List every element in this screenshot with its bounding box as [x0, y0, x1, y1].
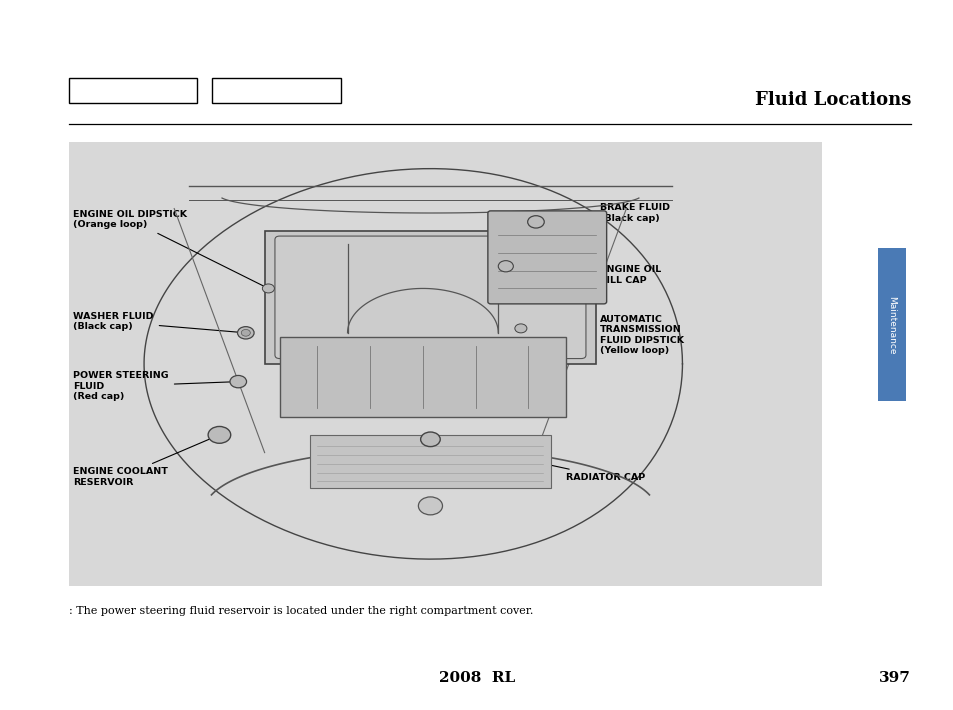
FancyBboxPatch shape	[274, 236, 585, 359]
Text: BRAKE FLUID
(Black cap): BRAKE FLUID (Black cap)	[538, 203, 669, 223]
Text: 2008  RL: 2008 RL	[438, 671, 515, 685]
Polygon shape	[144, 169, 681, 559]
Circle shape	[262, 284, 274, 293]
Bar	[69, 78, 197, 103]
Circle shape	[420, 432, 439, 447]
Circle shape	[497, 261, 513, 272]
Circle shape	[418, 497, 442, 515]
Bar	[212, 78, 340, 103]
Text: 397: 397	[879, 671, 910, 685]
Circle shape	[230, 376, 246, 388]
Text: POWER STEERING
FLUID
(Red cap): POWER STEERING FLUID (Red cap)	[73, 371, 235, 401]
Text: ENGINE OIL DIPSTICK
(Orange loop): ENGINE OIL DIPSTICK (Orange loop)	[73, 210, 266, 288]
Bar	[279, 337, 565, 417]
Bar	[877, 248, 905, 401]
Text: RADIATOR CAP: RADIATOR CAP	[433, 440, 644, 481]
FancyBboxPatch shape	[487, 211, 606, 304]
Bar	[264, 231, 596, 364]
Circle shape	[208, 427, 231, 443]
Circle shape	[527, 216, 543, 228]
Circle shape	[515, 324, 526, 333]
Bar	[310, 435, 551, 488]
Bar	[69, 142, 821, 586]
Circle shape	[241, 329, 250, 336]
Text: ENGINE OIL
FILL CAP: ENGINE OIL FILL CAP	[508, 266, 660, 285]
Text: : The power steering fluid reservoir is located under the right compartment cove: : The power steering fluid reservoir is …	[69, 606, 533, 616]
Circle shape	[237, 327, 253, 339]
Text: ENGINE COOLANT
RESERVOIR: ENGINE COOLANT RESERVOIR	[73, 436, 216, 487]
Text: Fluid Locations: Fluid Locations	[754, 91, 910, 109]
Text: WASHER FLUID
(Black cap): WASHER FLUID (Black cap)	[73, 312, 243, 332]
Text: AUTOMATIC
TRANSMISSION
FLUID DIPSTICK
(Yellow loop): AUTOMATIC TRANSMISSION FLUID DIPSTICK (Y…	[523, 315, 683, 355]
Text: Maintenance: Maintenance	[886, 295, 896, 354]
